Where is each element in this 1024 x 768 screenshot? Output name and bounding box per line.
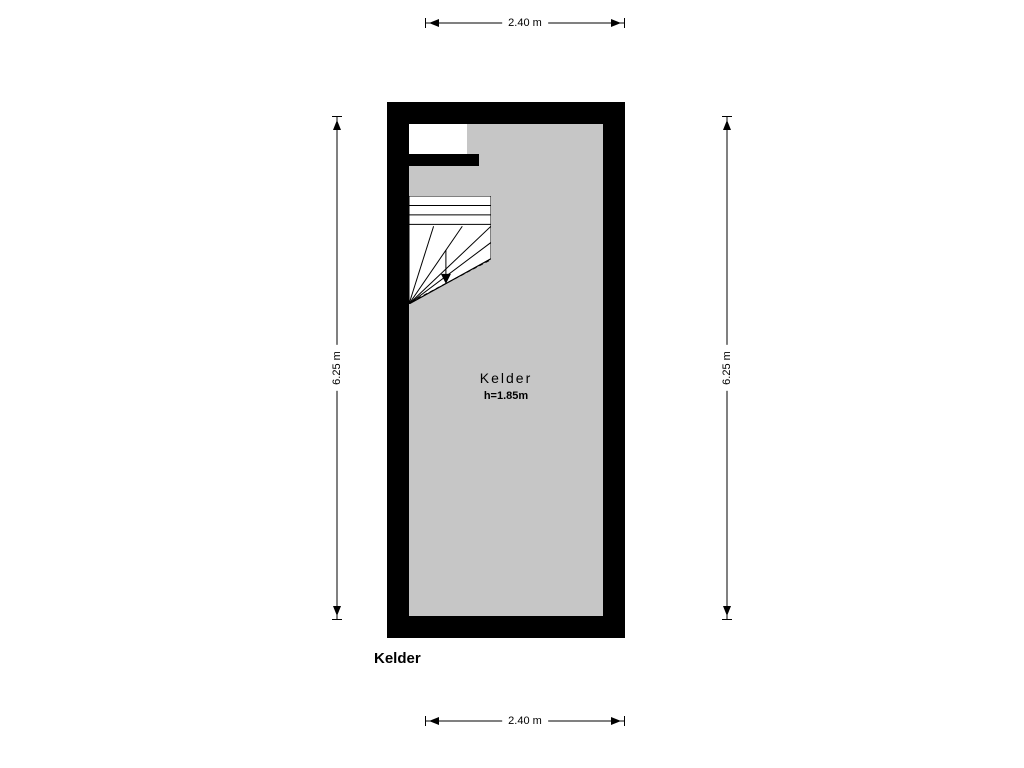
dimension-left: 6.25 m — [330, 116, 344, 620]
dimension-bottom-label: 2.40 m — [502, 715, 548, 727]
dimension-bottom: 2.40 m — [425, 714, 625, 728]
dimension-right-label: 6.25 m — [721, 345, 733, 391]
stairs-icon — [409, 196, 491, 304]
room-name: Kelder — [480, 370, 532, 386]
floorplan-canvas: 2.40 m 2.40 m 6.25 m 6.25 m — [0, 0, 1024, 768]
dimension-top-label: 2.40 m — [502, 17, 548, 29]
floor-title: Kelder — [374, 650, 421, 667]
floorplan-cutout-bottom-wall — [409, 154, 479, 166]
dimension-right: 6.25 m — [720, 116, 734, 620]
dimension-top: 2.40 m — [425, 16, 625, 30]
floorplan-wall-cutout — [409, 124, 467, 154]
dimension-left-label: 6.25 m — [331, 345, 343, 391]
room-label: Kelder h=1.85m — [480, 370, 532, 402]
room-height-label: h=1.85m — [480, 390, 532, 402]
